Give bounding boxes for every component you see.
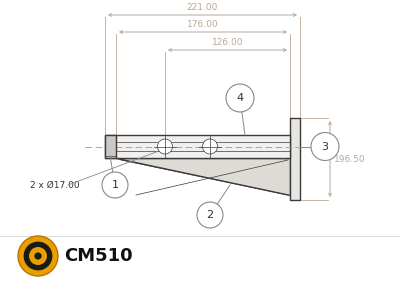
- Polygon shape: [290, 118, 300, 200]
- Polygon shape: [116, 158, 290, 195]
- Text: 176.00: 176.00: [187, 20, 219, 29]
- Circle shape: [197, 202, 223, 228]
- Text: CM510: CM510: [64, 247, 133, 265]
- Text: 2 x Ø17.00: 2 x Ø17.00: [30, 181, 80, 189]
- Text: 126.00: 126.00: [212, 38, 243, 47]
- Circle shape: [29, 247, 47, 265]
- Text: 221.00: 221.00: [187, 3, 218, 12]
- Circle shape: [311, 133, 339, 160]
- Circle shape: [34, 252, 42, 260]
- Circle shape: [18, 236, 58, 276]
- Circle shape: [202, 139, 218, 154]
- Circle shape: [226, 84, 254, 112]
- Circle shape: [158, 139, 172, 154]
- Circle shape: [24, 242, 52, 270]
- Text: 3: 3: [322, 141, 328, 151]
- Text: 4: 4: [236, 93, 244, 103]
- Text: 1: 1: [112, 180, 118, 190]
- Circle shape: [102, 172, 128, 198]
- Polygon shape: [105, 135, 116, 158]
- Text: 2: 2: [206, 210, 214, 220]
- Text: 196.50: 196.50: [334, 154, 366, 164]
- Polygon shape: [105, 135, 290, 158]
